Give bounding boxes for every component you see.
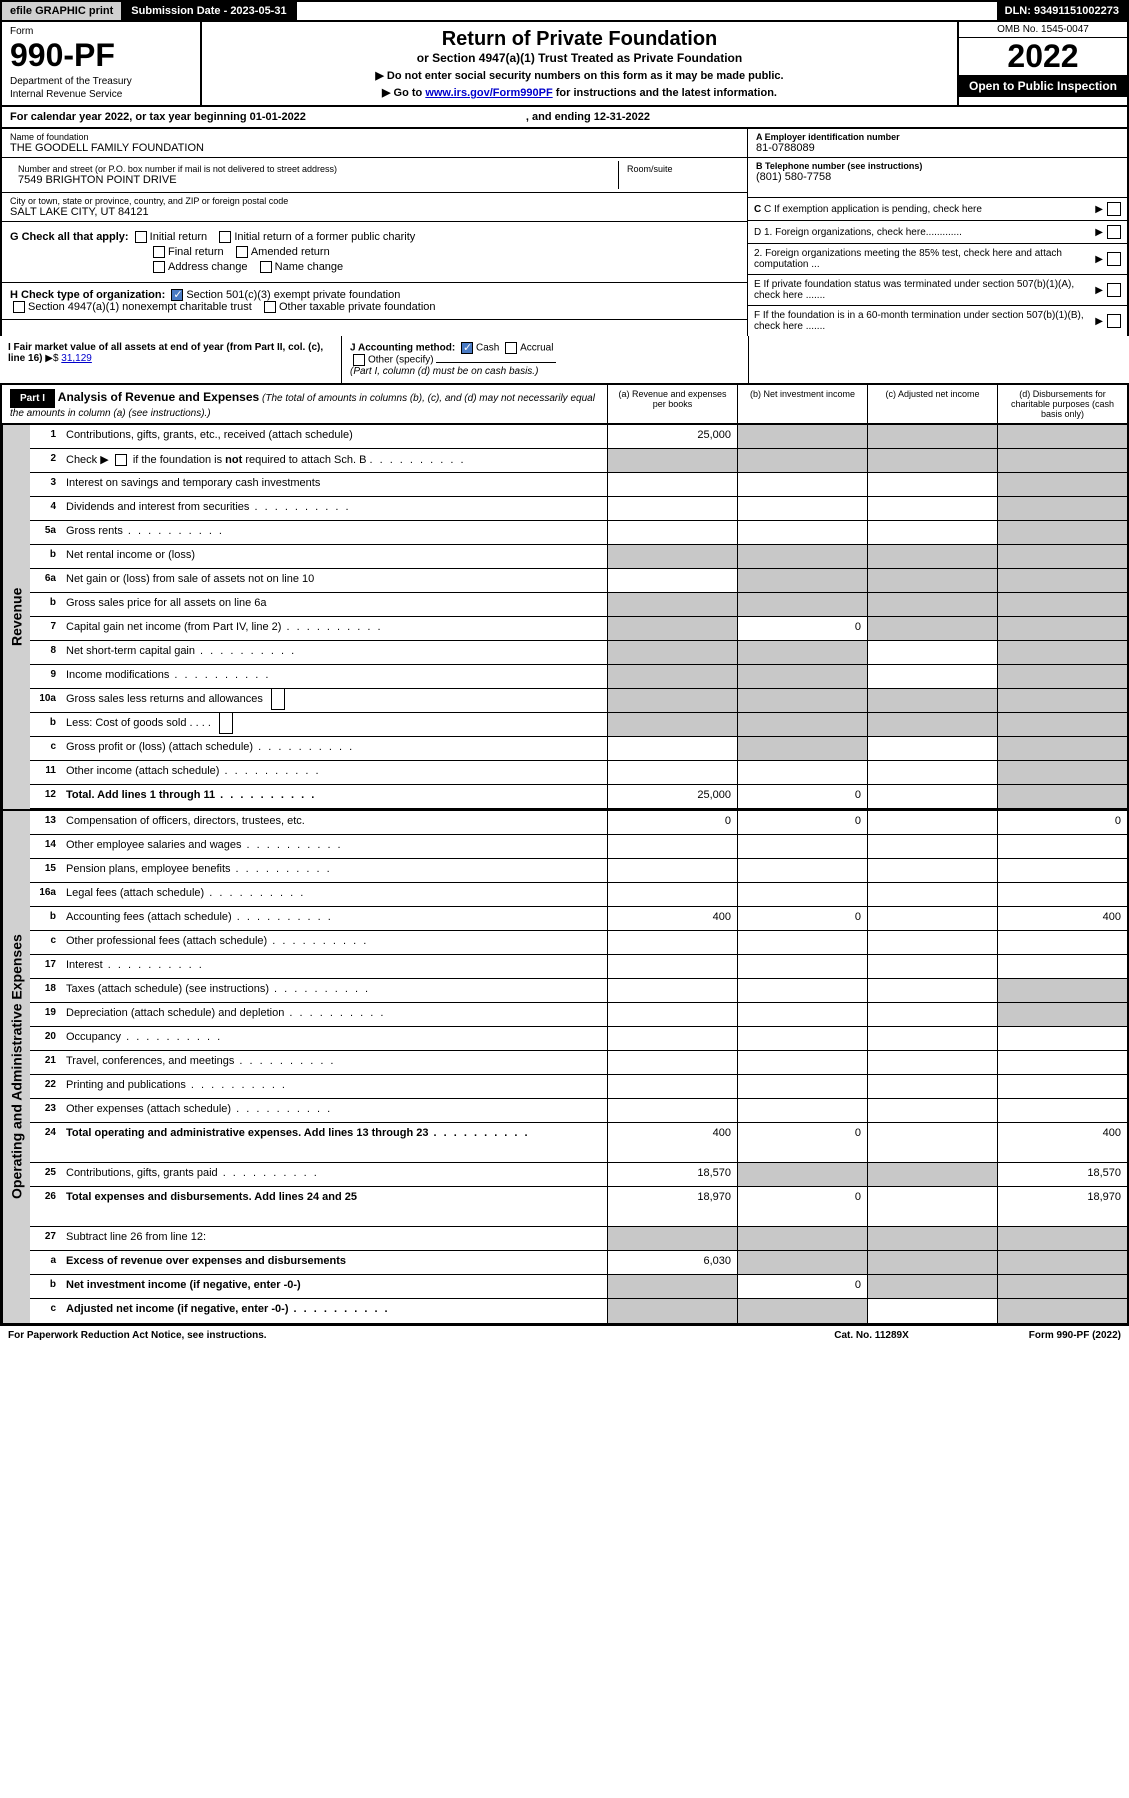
address-change-checkbox[interactable] [153, 261, 165, 273]
cat-number: Cat. No. 11289X [834, 1330, 908, 1341]
phone-value: (801) 580-7758 [756, 171, 1119, 183]
cash-checkbox[interactable] [461, 342, 473, 354]
other-taxable-checkbox[interactable] [264, 301, 276, 313]
d1-checkbox[interactable] [1107, 225, 1121, 239]
top-bar: efile GRAPHIC print Submission Date - 20… [0, 0, 1129, 22]
form-label: Form [10, 26, 192, 37]
info-section: Name of foundation THE GOODELL FAMILY FO… [0, 129, 1129, 336]
form-number: 990-PF [10, 37, 192, 74]
name-label: Name of foundation [10, 132, 739, 142]
submission-date: Submission Date - 2023-05-31 [123, 2, 296, 20]
address: 7549 BRIGHTON POINT DRIVE [18, 174, 610, 186]
fmv-link[interactable]: 31,129 [61, 353, 92, 364]
calendar-year-row: For calendar year 2022, or tax year begi… [0, 107, 1129, 129]
addr-label: Number and street (or P.O. box number if… [18, 164, 610, 174]
d1-label: D 1. Foreign organizations, check here..… [754, 227, 1091, 238]
d2-label: 2. Foreign organizations meeting the 85%… [754, 248, 1091, 270]
dept-label: Department of the Treasury [10, 76, 192, 87]
amended-checkbox[interactable] [236, 246, 248, 258]
initial-public-checkbox[interactable] [219, 231, 231, 243]
revenue-label: Revenue [2, 425, 30, 809]
tax-year: 2022 [959, 38, 1127, 75]
schb-checkbox[interactable] [115, 454, 127, 466]
dln-label: DLN: 93491151002273 [997, 2, 1127, 20]
irs-label: Internal Revenue Service [10, 89, 192, 100]
city-label: City or town, state or province, country… [10, 196, 739, 206]
form-subtitle: or Section 4947(a)(1) Trust Treated as P… [208, 51, 951, 65]
col-a-header: (a) Revenue and expenses per books [607, 385, 737, 423]
final-return-checkbox[interactable] [153, 246, 165, 258]
accrual-checkbox[interactable] [505, 342, 517, 354]
501c3-checkbox[interactable] [171, 289, 183, 301]
part1-title: Analysis of Revenue and Expenses [58, 390, 259, 404]
foundation-name: THE GOODELL FAMILY FOUNDATION [10, 142, 739, 154]
paperwork-notice: For Paperwork Reduction Act Notice, see … [8, 1330, 267, 1341]
form-ref: Form 990-PF (2022) [1029, 1330, 1121, 1341]
col-d-header: (d) Disbursements for charitable purpose… [997, 385, 1127, 423]
section-h: H Check type of organization: Section 50… [2, 283, 747, 320]
instruction-1: ▶ Do not enter social security numbers o… [208, 69, 951, 82]
d2-checkbox[interactable] [1107, 252, 1121, 266]
room-label: Room/suite [627, 164, 731, 174]
c-label: C C If exemption application is pending,… [754, 204, 1091, 215]
part1-label: Part I [10, 389, 55, 408]
section-g: G Check all that apply: Initial return I… [2, 222, 747, 283]
e-checkbox[interactable] [1107, 283, 1121, 297]
phone-label: B Telephone number (see instructions) [756, 161, 922, 171]
ein-label: A Employer identification number [756, 132, 900, 142]
other-method-checkbox[interactable] [353, 354, 365, 366]
col-c-header: (c) Adjusted net income [867, 385, 997, 423]
revenue-section: Revenue 1Contributions, gifts, grants, e… [0, 425, 1129, 811]
4947-checkbox[interactable] [13, 301, 25, 313]
irs-link[interactable]: www.irs.gov/Form990PF [425, 87, 552, 99]
e-label: E If private foundation status was termi… [754, 279, 1091, 301]
omb-number: OMB No. 1545-0047 [959, 22, 1127, 38]
c-checkbox[interactable] [1107, 202, 1121, 216]
j-label: J Accounting method: [350, 343, 455, 354]
ein-value: 81-0788089 [756, 142, 1119, 154]
name-change-checkbox[interactable] [260, 261, 272, 273]
efile-label[interactable]: efile GRAPHIC print [2, 2, 123, 20]
form-header: Form 990-PF Department of the Treasury I… [0, 22, 1129, 107]
expenses-label: Operating and Administrative Expenses [2, 811, 30, 1323]
initial-return-checkbox[interactable] [135, 231, 147, 243]
f-label: F If the foundation is in a 60-month ter… [754, 310, 1091, 332]
city-value: SALT LAKE CITY, UT 84121 [10, 206, 739, 218]
i-label: I Fair market value of all assets at end… [8, 342, 323, 364]
part1-header-row: Part I Analysis of Revenue and Expenses … [0, 385, 1129, 425]
page-footer: For Paperwork Reduction Act Notice, see … [0, 1325, 1129, 1345]
instruction-2: ▶ Go to www.irs.gov/Form990PF for instru… [208, 86, 951, 99]
col-b-header: (b) Net investment income [737, 385, 867, 423]
expenses-section: Operating and Administrative Expenses 13… [0, 811, 1129, 1325]
ij-row: I Fair market value of all assets at end… [0, 336, 1129, 385]
form-title: Return of Private Foundation [208, 28, 951, 51]
f-checkbox[interactable] [1107, 314, 1121, 328]
open-inspection: Open to Public Inspection [959, 75, 1127, 97]
